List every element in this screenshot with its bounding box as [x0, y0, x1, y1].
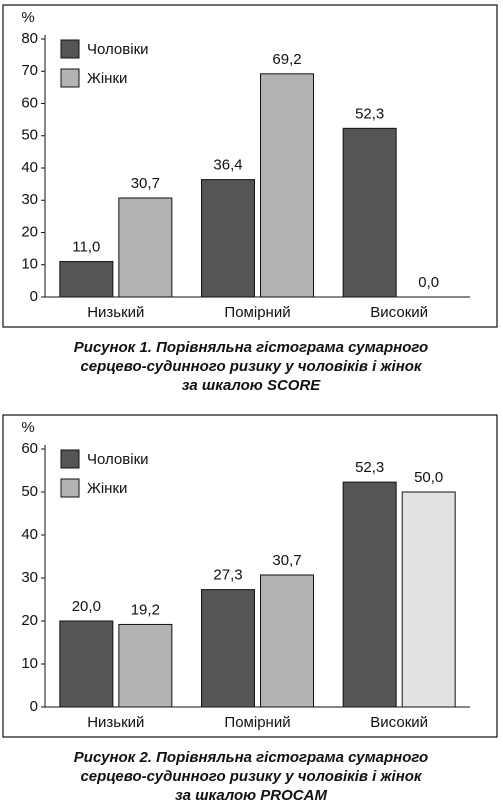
- value-label: 30,7: [272, 552, 301, 569]
- y-tick-label: 0: [30, 288, 38, 305]
- caption: Рисунок 2. Порівняльна гістограма сумарн…: [74, 749, 428, 766]
- legend-label: Жінки: [87, 480, 127, 497]
- y-axis-label: %: [21, 9, 34, 26]
- bar: [260, 574, 314, 708]
- y-tick-label: 0: [30, 698, 38, 715]
- value-label: 30,7: [131, 175, 160, 192]
- x-tick-label: Високий: [370, 304, 428, 321]
- caption: за шкалою PROCAM: [175, 787, 327, 804]
- caption: за шкалою SCORE: [182, 377, 322, 394]
- legend-swatch: [60, 39, 80, 59]
- legend-swatch: [60, 478, 80, 498]
- y-axis-label: %: [21, 419, 34, 436]
- y-tick-label: 10: [21, 256, 38, 273]
- y-tick-label: 30: [21, 191, 38, 208]
- bar: [201, 589, 255, 708]
- caption: серцево-судинного ризику у чоловіків і ж…: [80, 358, 422, 375]
- bar: [401, 491, 456, 708]
- y-tick-label: 30: [21, 569, 38, 586]
- x-tick-label: Високий: [370, 714, 428, 731]
- bar: [201, 179, 255, 298]
- legend-label: Чоловіки: [87, 41, 149, 58]
- x-tick-label: Помірний: [224, 714, 290, 731]
- y-tick-label: 20: [21, 223, 38, 240]
- y-tick-label: 20: [21, 612, 38, 629]
- value-label: 19,2: [131, 601, 160, 618]
- x-tick-label: Помірний: [224, 304, 290, 321]
- y-tick-label: 80: [21, 30, 38, 47]
- y-tick-label: 10: [21, 655, 38, 672]
- y-tick-label: 50: [21, 127, 38, 144]
- legend-swatch: [60, 68, 80, 88]
- x-tick-label: Низький: [87, 304, 144, 321]
- bar: [118, 623, 173, 708]
- bar: [342, 481, 397, 708]
- value-label: 52,3: [355, 105, 384, 122]
- value-label: 50,0: [414, 469, 443, 486]
- bar: [59, 261, 114, 298]
- bar: [260, 73, 314, 298]
- chart-frame: [2, 414, 498, 738]
- value-label: 0,0: [418, 274, 439, 291]
- bar: [118, 197, 173, 298]
- y-tick-label: 50: [21, 483, 38, 500]
- x-tick-label: Низький: [87, 714, 144, 731]
- legend-label: Жінки: [87, 70, 127, 87]
- value-label: 11,0: [72, 238, 100, 255]
- y-tick-label: 40: [21, 526, 38, 543]
- legend-label: Чоловіки: [87, 451, 149, 468]
- y-tick-label: 40: [21, 159, 38, 176]
- y-tick-label: 60: [21, 94, 38, 111]
- bar: [342, 127, 397, 298]
- caption: серцево-судинного ризику у чоловіків і ж…: [80, 768, 422, 785]
- caption: Рисунок 1. Порівняльна гістограма сумарн…: [74, 339, 428, 356]
- value-label: 52,3: [355, 459, 384, 476]
- value-label: 69,2: [272, 51, 301, 68]
- chart-frame: [2, 4, 498, 328]
- value-label: 27,3: [213, 567, 242, 584]
- bar: [59, 620, 114, 708]
- legend-swatch: [60, 449, 80, 469]
- y-tick-label: 60: [21, 440, 38, 457]
- value-label: 36,4: [213, 157, 242, 174]
- y-tick-label: 70: [21, 62, 38, 79]
- value-label: 20,0: [72, 598, 101, 615]
